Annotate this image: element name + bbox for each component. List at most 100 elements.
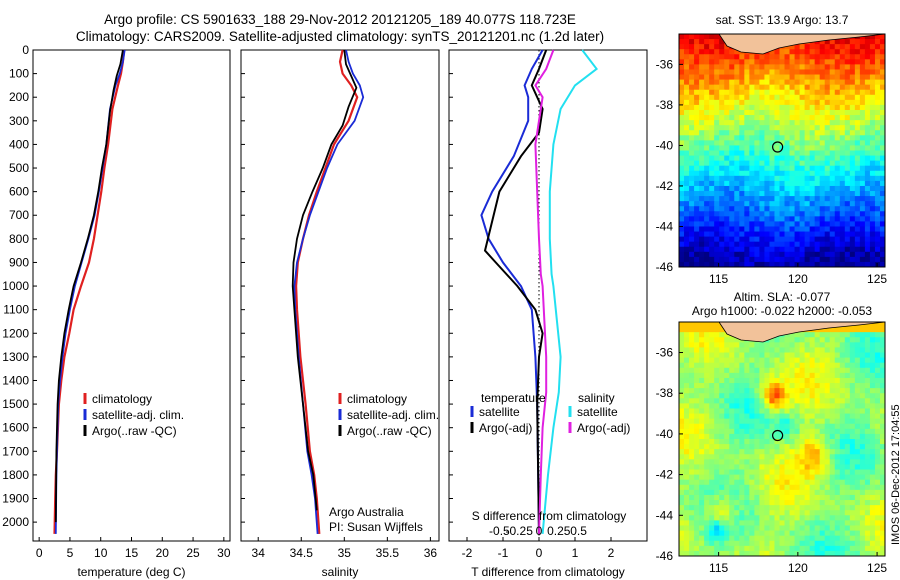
map-cell (794, 459, 801, 466)
map-cell (814, 494, 821, 501)
map-cell (849, 130, 856, 136)
map-cell (844, 196, 851, 202)
map-cell (699, 408, 705, 415)
map-cell (799, 433, 806, 440)
map-cell (784, 494, 791, 501)
map-cell (739, 459, 745, 466)
map-cell (744, 540, 750, 547)
map-cell (784, 256, 791, 263)
map-cell (719, 474, 725, 481)
map-cell (764, 347, 771, 354)
map-cell (814, 79, 821, 86)
map-cell (809, 79, 816, 86)
legend-label: Argo(-adj) (479, 421, 532, 435)
map-cell (759, 372, 766, 379)
map-cell (689, 211, 695, 217)
map-cell (789, 398, 796, 404)
map-cell (729, 79, 735, 86)
map-cell (869, 352, 876, 359)
map-cell (729, 408, 735, 415)
map-cell (844, 540, 851, 547)
map-cell (709, 530, 715, 537)
map-cell (809, 145, 816, 152)
map-cell (754, 125, 760, 131)
map-cell (859, 104, 866, 111)
map-cell (839, 201, 846, 207)
map-cell (744, 94, 750, 101)
map-cell (764, 109, 771, 116)
map-cell (694, 54, 700, 60)
map-cell (754, 352, 760, 359)
map-cell (864, 515, 871, 521)
map-cell (719, 125, 725, 131)
map-cell (709, 140, 715, 147)
map-cell (759, 459, 766, 466)
map-cell (694, 216, 700, 223)
map-cell (794, 256, 801, 263)
secondary-x-tick-label: 0.5 (570, 524, 587, 538)
map-cell (744, 64, 750, 71)
map-cell (839, 69, 846, 76)
map-cell (799, 104, 806, 111)
map-cell (834, 454, 841, 460)
map-cell (759, 352, 766, 359)
map-cell (789, 99, 796, 106)
map-cell (779, 196, 786, 202)
map-cell (694, 367, 700, 374)
map-cell (779, 464, 786, 471)
map-cell (809, 520, 816, 527)
map-cell (699, 433, 705, 440)
map-cell (789, 454, 796, 460)
map-cell (774, 469, 781, 476)
map-cell (869, 388, 876, 394)
map-cell (714, 479, 720, 486)
map-cell (739, 135, 745, 141)
map-cell (684, 357, 690, 364)
map-cell (824, 357, 831, 364)
map-cell (874, 74, 881, 81)
map-cell (849, 175, 856, 182)
map-cell (764, 352, 771, 359)
map-cell (769, 59, 776, 65)
map-cell (824, 185, 831, 192)
map-cell (849, 99, 856, 106)
map-cell (789, 251, 796, 258)
map-cell (764, 231, 771, 238)
map-cell (729, 150, 735, 157)
map-cell (744, 388, 750, 394)
map-cell (719, 54, 725, 60)
map-cell (699, 332, 705, 338)
map-cell (869, 408, 876, 415)
map-cell (844, 145, 851, 152)
map-cell (689, 500, 695, 506)
map-cell (769, 236, 776, 243)
map-cell (814, 367, 821, 374)
map-cell (729, 530, 735, 537)
map-cell (714, 469, 720, 476)
map-cell (699, 489, 705, 496)
map-cell (724, 428, 730, 435)
map-cell (769, 454, 776, 460)
map-cell (839, 206, 846, 212)
map-cell (769, 428, 776, 435)
map-cell (714, 342, 720, 349)
map-cell (864, 530, 871, 537)
map-cell (824, 216, 831, 223)
map-cell (819, 206, 826, 212)
map-cell (854, 74, 861, 81)
map-cell (844, 191, 851, 197)
map-cell (694, 520, 700, 527)
map-cell (784, 130, 791, 136)
map-cell (769, 216, 776, 223)
map-cell (804, 372, 811, 379)
map-y-tick-label: -46 (656, 549, 674, 563)
map-cell (744, 170, 750, 177)
map-cell (854, 418, 861, 425)
map-cell (859, 84, 866, 91)
map-cell (769, 494, 776, 501)
map-cell (689, 362, 695, 369)
map-cell (809, 388, 816, 394)
map-y-tick-label: -40 (656, 427, 674, 441)
map-cell (684, 469, 690, 476)
map-cell (859, 79, 866, 86)
